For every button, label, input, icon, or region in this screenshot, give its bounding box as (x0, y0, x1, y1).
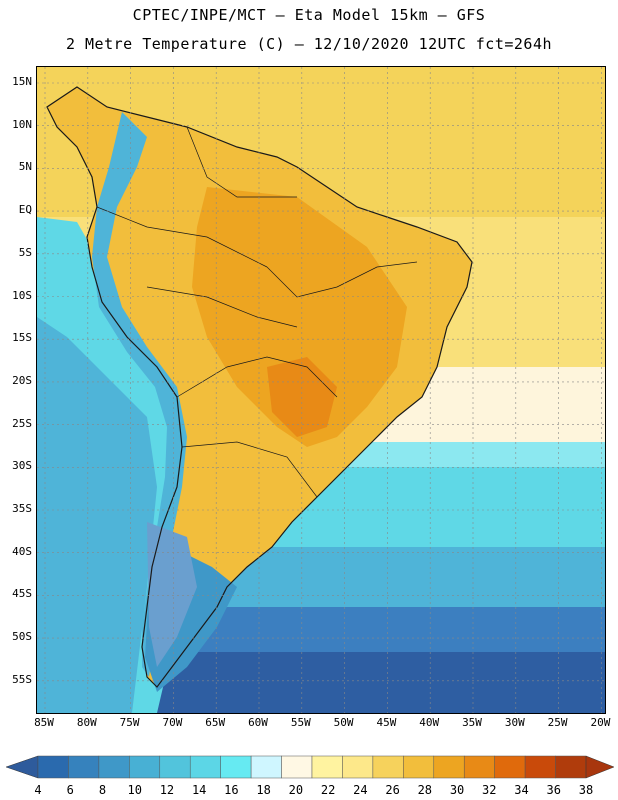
map-canvas (37, 67, 605, 713)
lat-label: 35S (12, 502, 32, 515)
lon-label: 50W (333, 716, 354, 729)
lat-label: 45S (12, 587, 32, 601)
map-title-line-1: CPTEC/INPE/MCT – Eta Model 15km – GFS (132, 6, 486, 24)
legend-swatch (250, 755, 282, 779)
lon-label: 55W (290, 716, 311, 729)
lon-label: 75W (119, 716, 140, 729)
legend-low-arrow (5, 755, 39, 779)
legend-value-label: 38 (578, 783, 594, 797)
lat-label: 30S (12, 459, 32, 473)
legend-swatch (220, 755, 252, 779)
legend-value-label: 18 (256, 783, 271, 797)
legend-swatch (494, 755, 526, 779)
legend-value-label: 24 (353, 783, 368, 797)
legend-value-label: 34 (514, 783, 529, 797)
pacific-cold-region (37, 317, 157, 713)
legend-swatch (281, 755, 313, 779)
lat-label: 55S (12, 672, 32, 686)
legend-value-label: 6 (66, 783, 74, 797)
lat-label: 15S (12, 331, 32, 345)
lon-label: 40W (419, 716, 440, 729)
lat-label: 20S (12, 373, 32, 387)
lat-label: 40S (12, 544, 32, 558)
lon-label: 45W (376, 716, 397, 729)
legend-swatch (433, 755, 465, 779)
lat-label: 5N (18, 160, 32, 174)
lat-label: 10S (12, 288, 32, 302)
legend-value-label: 14 (191, 783, 207, 797)
legend-swatch (311, 755, 343, 779)
legend-swatch (129, 755, 161, 779)
temperature-map (36, 66, 606, 714)
legend-value-label: 28 (417, 783, 433, 797)
lon-label: 70W (162, 716, 183, 729)
andes-high-region (147, 522, 197, 667)
border-line (176, 356, 338, 398)
map-title-line-2: 2 Metre Temperature (C) – 12/10/2020 12U… (65, 35, 553, 53)
legend-swatch (372, 755, 404, 779)
legend-swatch (555, 755, 587, 779)
legend-value-label: 22 (320, 783, 336, 797)
legend-swatch (68, 755, 100, 779)
legend-high-arrow (585, 755, 615, 779)
lon-label: 30W (504, 716, 525, 729)
lon-label: 35W (462, 716, 482, 729)
lon-label: 80W (76, 716, 97, 729)
lat-label: 50S (12, 630, 32, 644)
legend-value-label: 20 (288, 783, 304, 797)
border-line (96, 206, 268, 268)
lat-label: 10N (12, 117, 32, 131)
legend-swatch (463, 755, 495, 779)
lon-label: 25W (547, 716, 568, 729)
coastline (46, 86, 473, 688)
legend-swatch (403, 755, 435, 779)
lon-label: 85W (34, 716, 54, 729)
lon-label: 60W (248, 716, 268, 729)
lon-label: 65W (205, 716, 226, 729)
legend-value-label: 36 (546, 783, 561, 797)
lat-label: 25S (12, 416, 32, 430)
legend-value-label: 16 (224, 783, 239, 797)
lon-label: 20W (590, 716, 611, 729)
legend-swatch (524, 755, 556, 779)
legend-swatch (159, 755, 191, 779)
legend-swatch (342, 755, 374, 779)
legend-value-label: 30 (449, 783, 465, 797)
border-line (186, 126, 297, 198)
legend-value-label: 26 (385, 783, 400, 797)
legend-swatch (189, 755, 221, 779)
border-line (266, 261, 418, 298)
country-borders (96, 126, 418, 498)
lat-label: 15N (12, 75, 32, 88)
legend-swatch (98, 755, 130, 779)
border-line (146, 286, 298, 328)
color-scale-legend (5, 755, 615, 779)
legend-value-label: 12 (159, 783, 175, 797)
legend-value-label: 4 (34, 783, 42, 797)
legend-swatch (37, 755, 69, 779)
lat-label: 5S (18, 245, 32, 259)
lat-label: EQ (18, 203, 32, 217)
legend-value-label: 8 (98, 783, 107, 797)
legend-value-label: 10 (127, 783, 142, 797)
legend-value-label: 32 (482, 783, 497, 797)
